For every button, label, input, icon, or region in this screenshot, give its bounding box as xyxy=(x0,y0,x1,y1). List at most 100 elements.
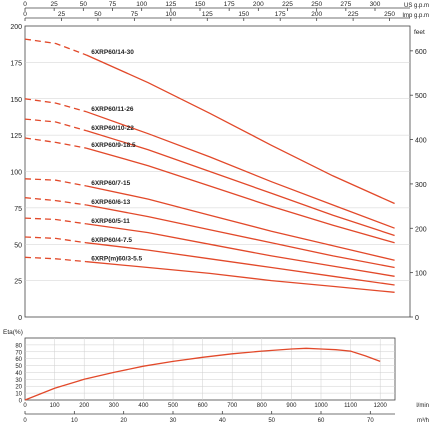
series-4-curve xyxy=(86,147,395,244)
m3h-tick-label: 0 xyxy=(23,418,27,424)
lmin-tick-label: 500 xyxy=(168,403,179,409)
imp-gpm-tick-label: 25 xyxy=(58,11,66,18)
us-gpm-tick-label: 125 xyxy=(165,1,176,8)
eta-y-tick-label: 60 xyxy=(15,357,22,363)
us-gpm-tick-label: 175 xyxy=(224,1,235,8)
series-3-label: 6XRP60/10-22 xyxy=(91,125,134,132)
series-7-label: 6XRP60/5-11 xyxy=(91,218,130,225)
feet-tick-label: 300 xyxy=(415,182,427,189)
us-gpm-tick-label: 250 xyxy=(311,1,322,8)
m3h-tick-label: 50 xyxy=(268,418,275,424)
lmin-axis-label: l/min xyxy=(416,403,429,409)
lmin-tick-label: 300 xyxy=(109,403,120,409)
us-gpm-tick-label: 150 xyxy=(195,1,206,8)
series-5-dashed-segment xyxy=(24,178,87,187)
imp-gpm-tick-label: 0 xyxy=(23,11,27,18)
m3h-tick-label: 10 xyxy=(71,418,78,424)
feet-tick-label: 0 xyxy=(415,315,419,322)
feet-tick-label: 200 xyxy=(415,226,427,233)
series-6-curve xyxy=(86,204,395,269)
imp-gpm-tick-label: 125 xyxy=(202,11,213,18)
imp-gpm-tick-label: 50 xyxy=(94,11,102,18)
series-7-curve xyxy=(86,223,395,277)
us-gpm-tick-label: 300 xyxy=(370,1,381,8)
imp-gpm-tick-label: 150 xyxy=(238,11,249,18)
feet-tick-label: 400 xyxy=(415,138,427,145)
eta-y-tick-label: 50 xyxy=(15,364,22,370)
bottom-plot-frame xyxy=(24,337,396,401)
eta-y-tick-label: 70 xyxy=(15,350,22,356)
us-gpm-tick-label: 50 xyxy=(80,1,88,8)
eta-y-tick-label: 0 xyxy=(19,399,23,405)
us-gpm-tick-label: 275 xyxy=(340,1,351,8)
us-gpm-tick-label: 75 xyxy=(109,1,117,8)
us-gpm-tick-label: 25 xyxy=(51,1,59,8)
lmin-tick-label: 800 xyxy=(257,403,268,409)
series-1-label: 6XRP60/14-30 xyxy=(91,49,134,56)
imp-gpm-tick-label: 100 xyxy=(165,11,176,18)
series-8-curve xyxy=(86,242,395,286)
lmin-tick-label: 100 xyxy=(50,403,61,409)
y-tick-label: 175 xyxy=(10,60,22,67)
feet-tick-label: 100 xyxy=(415,271,427,278)
series-1-dashed-segment xyxy=(24,38,87,56)
imp-gpm-tick-label: 200 xyxy=(311,11,322,18)
series-4-dashed-segment xyxy=(24,137,87,149)
lmin-tick-label: 200 xyxy=(79,403,90,409)
lmin-tick-label: 1100 xyxy=(344,403,358,409)
series-6-label: 6XRP60/6-13 xyxy=(91,199,130,206)
series-8-dashed-segment xyxy=(24,236,87,244)
series-9-curve xyxy=(86,261,395,293)
lmin-tick-label: 1000 xyxy=(314,403,328,409)
series-5-curve xyxy=(86,185,395,261)
y-tick-label: 75 xyxy=(14,206,22,213)
feet-tick-label: 500 xyxy=(415,93,427,100)
y-tick-label: 0 xyxy=(18,315,22,322)
eta-axis-label: Eta(%) xyxy=(3,329,23,336)
us-gpm-tick-label: 200 xyxy=(253,1,264,8)
imp-gpm-axis-label: Imp g.p.m xyxy=(402,13,429,19)
us-gpm-tick-label: 100 xyxy=(136,1,147,8)
m3h-tick-label: 30 xyxy=(170,418,177,424)
imp-gpm-tick-label: 175 xyxy=(275,11,286,18)
imp-gpm-tick-label: 225 xyxy=(348,11,359,18)
m3h-tick-label: 40 xyxy=(219,418,226,424)
us-gpm-tick-label: 0 xyxy=(23,1,27,8)
series-7-dashed-segment xyxy=(24,217,87,225)
imp-gpm-tick-label: 250 xyxy=(384,11,395,18)
series-3-curve xyxy=(86,130,395,237)
lmin-tick-label: 600 xyxy=(198,403,209,409)
series-9-dashed-segment xyxy=(24,256,87,263)
feet-axis-label: feet xyxy=(414,29,425,36)
series-3-dashed-segment xyxy=(24,118,87,132)
series-2-curve xyxy=(86,111,395,229)
lmin-tick-label: 1200 xyxy=(374,403,388,409)
us-gpm-tick-label: 225 xyxy=(282,1,293,8)
series-4-label: 6XRP60/9-18.5 xyxy=(91,142,136,149)
lmin-tick-label: 900 xyxy=(286,403,297,409)
series-1-curve xyxy=(86,54,395,205)
m3h-axis-label: m³/h xyxy=(417,418,429,424)
feet-tick-label: 600 xyxy=(415,49,427,56)
m3h-tick-label: 20 xyxy=(120,418,127,424)
efficiency-curve xyxy=(24,347,381,401)
m3h-tick-label: 60 xyxy=(318,418,325,424)
series-8-label: 6XRP60/4-7.5 xyxy=(91,237,132,244)
eta-y-tick-label: 30 xyxy=(15,378,22,384)
imp-gpm-tick-label: 75 xyxy=(131,11,139,18)
lmin-tick-label: 700 xyxy=(227,403,238,409)
lmin-tick-label: 400 xyxy=(138,403,149,409)
series-9-label: 6XRP(m)60/3-5.5 xyxy=(91,256,142,263)
series-2-label: 6XRP60/11-26 xyxy=(91,106,134,113)
eta-y-tick-label: 20 xyxy=(15,385,22,391)
eta-y-tick-label: 40 xyxy=(15,371,22,377)
eta-y-tick-label: 80 xyxy=(15,343,22,349)
lmin-tick-label: 0 xyxy=(23,403,27,409)
eta-y-tick-label: 10 xyxy=(15,392,22,398)
series-6-dashed-segment xyxy=(24,197,87,206)
series-2-dashed-segment xyxy=(24,98,87,113)
y-tick-label: 100 xyxy=(10,170,22,177)
y-tick-label: 25 xyxy=(14,279,22,286)
y-tick-label: 150 xyxy=(10,97,22,104)
